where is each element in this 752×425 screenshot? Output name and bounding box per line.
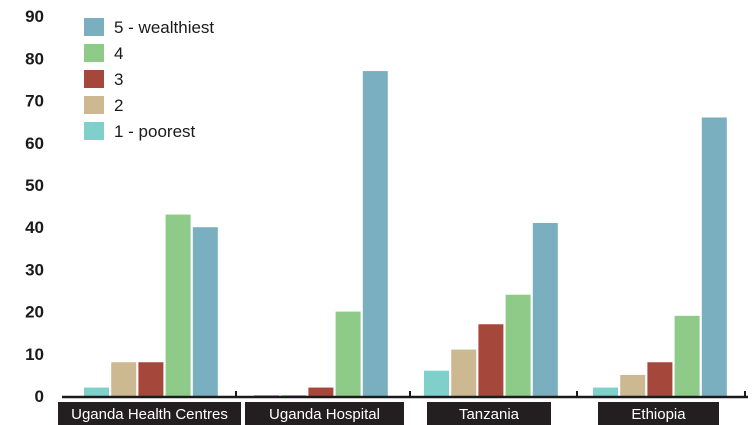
legend-label: 1 - poorest [114,122,196,141]
x-axis-ticks [235,391,746,397]
bar [335,311,361,396]
legend-label: 3 [114,70,123,89]
bar [451,349,477,396]
bar [362,71,388,396]
category-label: Uganda Hospital [269,406,380,423]
y-tick-label: 0 [35,387,44,406]
category-label: Ethiopia [631,406,686,423]
y-axis-tick-labels: 0 10 20 30 40 50 60 70 80 90 [25,7,44,406]
bar [701,117,727,396]
bar [138,362,164,396]
legend-label: 4 [114,44,123,63]
legend-swatch [84,122,104,140]
bar [308,387,334,396]
bar [647,362,673,396]
legend: 5 - wealthiest 4 3 2 1 - poorest [84,18,214,141]
y-tick-label: 30 [25,260,44,279]
category-label: Uganda Health Centres [71,406,228,423]
legend-swatch [84,96,104,114]
legend-swatch [84,44,104,62]
legend-label: 2 [114,96,123,115]
category-label-box [427,402,551,425]
legend-label: 5 - wealthiest [114,18,214,37]
bar [111,362,137,396]
bar [281,395,307,396]
category-labels: Uganda Health Centres Uganda Hospital Tanz… [58,402,719,425]
y-tick-label: 80 [25,49,44,68]
y-tick-label: 60 [25,134,44,153]
bar [165,214,191,396]
bar [478,324,504,396]
y-tick-label: 50 [25,176,44,195]
y-tick-label: 70 [25,92,44,111]
category-label-box [58,402,241,425]
legend-swatch [84,18,104,36]
bar [254,395,279,396]
bar [620,374,646,396]
bars [84,71,727,396]
bar [532,222,558,396]
y-tick-label: 90 [25,7,44,26]
bar [505,294,531,396]
category-label: Tanzania [459,406,520,423]
bar [424,370,449,396]
legend-swatch [84,70,104,88]
bar [593,387,618,396]
category-label-box [598,402,719,425]
y-tick-label: 10 [25,345,44,364]
y-tick-label: 20 [25,303,44,322]
bar [84,387,109,396]
category-label-box [245,402,404,425]
bar [192,227,218,396]
bar [674,315,700,396]
y-tick-label: 40 [25,218,44,237]
